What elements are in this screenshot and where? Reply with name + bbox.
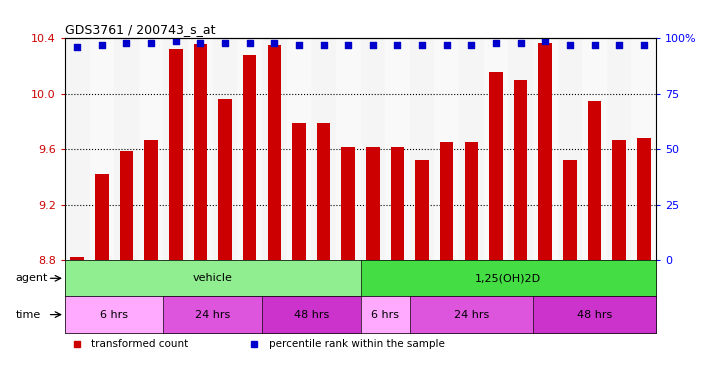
Bar — [557, 38, 583, 260]
Point — [293, 42, 305, 48]
Bar — [360, 296, 410, 333]
Bar — [95, 174, 109, 260]
Bar — [286, 38, 311, 260]
Bar — [262, 296, 360, 333]
Bar — [65, 38, 89, 260]
Point — [564, 42, 575, 48]
Bar — [391, 147, 404, 260]
Bar — [632, 38, 656, 260]
Bar — [164, 296, 262, 333]
Bar — [366, 147, 379, 260]
Text: 48 hrs: 48 hrs — [293, 310, 329, 319]
Bar — [539, 43, 552, 260]
Bar — [336, 38, 360, 260]
Point — [219, 40, 231, 46]
Bar — [120, 151, 133, 260]
Text: 6 hrs: 6 hrs — [371, 310, 399, 319]
Bar — [490, 72, 503, 260]
Point — [392, 42, 403, 48]
Text: agent: agent — [16, 273, 48, 283]
Bar — [434, 38, 459, 260]
Point — [539, 38, 551, 44]
Text: 24 hrs: 24 hrs — [195, 310, 230, 319]
Point — [71, 44, 83, 50]
Text: time: time — [16, 310, 41, 319]
Bar — [243, 55, 257, 260]
Bar — [138, 38, 164, 260]
Point — [96, 42, 107, 48]
Bar — [637, 138, 650, 260]
Text: 48 hrs: 48 hrs — [577, 310, 612, 319]
Bar — [440, 142, 454, 260]
Bar — [218, 99, 231, 260]
Bar — [410, 296, 533, 333]
Bar — [342, 147, 355, 260]
Point — [589, 42, 601, 48]
Bar — [607, 38, 632, 260]
Text: transformed count: transformed count — [92, 339, 189, 349]
Point — [490, 40, 502, 46]
Bar — [71, 257, 84, 260]
Bar — [588, 101, 601, 260]
Bar — [194, 44, 207, 260]
Bar — [410, 38, 434, 260]
Text: 1,25(OH)2D: 1,25(OH)2D — [475, 273, 541, 283]
Bar — [237, 38, 262, 260]
Point — [614, 42, 625, 48]
Bar — [292, 123, 306, 260]
Text: GDS3761 / 200743_s_at: GDS3761 / 200743_s_at — [65, 23, 216, 36]
Text: vehicle: vehicle — [193, 273, 233, 283]
Text: percentile rank within the sample: percentile rank within the sample — [269, 339, 445, 349]
Bar — [262, 38, 286, 260]
Bar — [583, 38, 607, 260]
Bar — [464, 142, 478, 260]
Bar — [612, 139, 626, 260]
Point — [367, 42, 379, 48]
Point — [170, 38, 182, 44]
Point — [515, 40, 526, 46]
Bar — [533, 38, 557, 260]
Bar — [514, 80, 527, 260]
Bar — [213, 38, 237, 260]
Point — [342, 42, 354, 48]
Point — [146, 40, 157, 46]
Bar — [65, 296, 164, 333]
Point — [318, 42, 329, 48]
Point — [638, 42, 650, 48]
Bar — [188, 38, 213, 260]
Bar — [533, 296, 656, 333]
Point — [268, 40, 280, 46]
Text: 6 hrs: 6 hrs — [100, 310, 128, 319]
Bar — [114, 38, 138, 260]
Bar — [484, 38, 508, 260]
Bar — [459, 38, 484, 260]
Bar — [360, 38, 385, 260]
Bar — [65, 260, 360, 296]
Bar — [311, 38, 336, 260]
Bar — [385, 38, 410, 260]
Point — [416, 42, 428, 48]
Point — [195, 40, 206, 46]
Point — [466, 42, 477, 48]
Bar — [267, 45, 281, 260]
Bar — [563, 161, 577, 260]
Bar — [415, 161, 429, 260]
Bar — [317, 123, 330, 260]
Bar — [360, 260, 656, 296]
Bar — [144, 139, 158, 260]
Bar — [89, 38, 114, 260]
Point — [120, 40, 132, 46]
Bar — [508, 38, 533, 260]
Bar — [164, 38, 188, 260]
Point — [441, 42, 453, 48]
Point — [244, 40, 255, 46]
Text: 24 hrs: 24 hrs — [454, 310, 489, 319]
Bar — [169, 50, 182, 260]
